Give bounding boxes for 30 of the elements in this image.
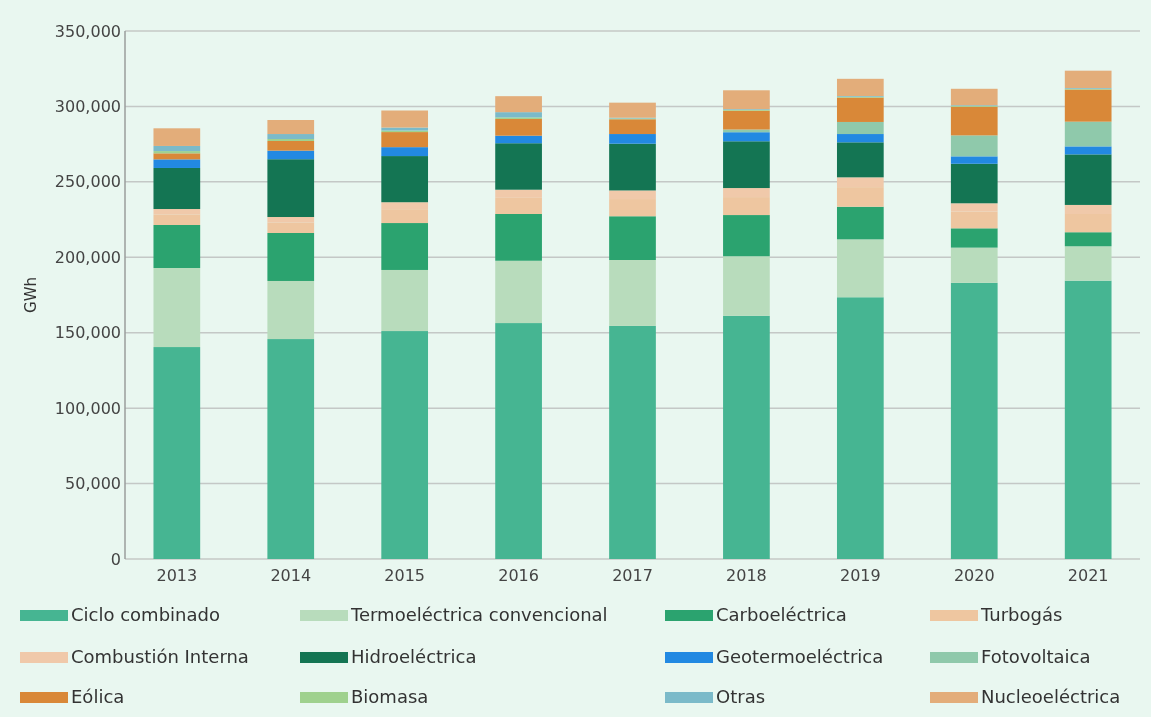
legend-label: Eólica [71, 686, 125, 708]
legend-label: Ciclo combinado [71, 604, 220, 626]
legend-label: Turbogás [980, 604, 1063, 626]
y-tick-label: 0 [110, 549, 121, 569]
x-tick-label: 2017 [612, 566, 653, 585]
y-tick-label: 100,000 [54, 398, 121, 418]
x-tick-label: 2018 [726, 566, 767, 585]
x-tick-label: 2021 [1067, 566, 1109, 585]
y-tick-label: 200,000 [54, 247, 121, 267]
legend-label: Otras [716, 686, 766, 708]
x-tick-label: 2013 [156, 566, 198, 585]
y-axis-title: GWh [22, 277, 40, 313]
legend-label: Nucleoeléctrica [981, 686, 1121, 708]
y-tick-label: 250,000 [54, 172, 121, 192]
legend-label: Geotermoeléctrica [716, 646, 884, 668]
x-tick-label: 2019 [839, 566, 881, 585]
legend-label: Biomasa [351, 686, 429, 708]
x-tick-label: 2014 [270, 566, 312, 585]
legend-label: Fotovoltaica [981, 646, 1091, 668]
x-tick-label: 2020 [953, 566, 995, 585]
legend-label: Hidroeléctrica [351, 646, 477, 668]
y-tick-label: 300,000 [54, 97, 121, 117]
x-tick-label: 2016 [498, 566, 539, 585]
y-tick-label: 150,000 [54, 323, 121, 343]
y-tick-label: 350,000 [54, 21, 121, 41]
x-tick-label: 2015 [384, 566, 426, 585]
y-tick-label: 50,000 [65, 474, 121, 494]
legend-label: Carboeléctrica [716, 604, 847, 626]
legend-label: Termoeléctrica convencional [350, 604, 608, 626]
legend-label: Combustión Interna [71, 646, 249, 668]
